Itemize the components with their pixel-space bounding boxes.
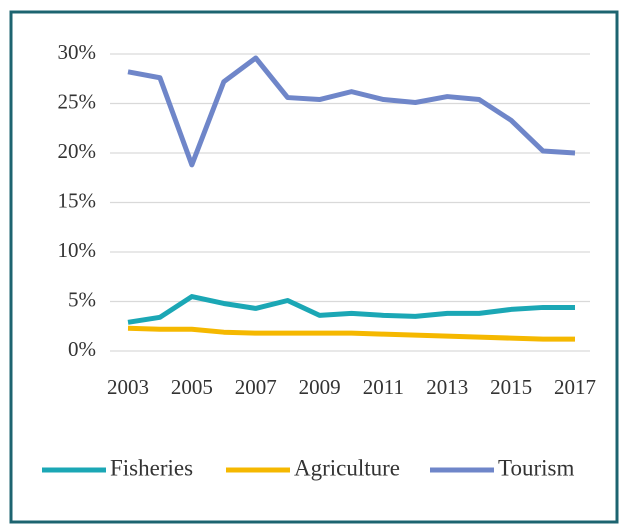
legend-label: Agriculture bbox=[294, 455, 400, 480]
legend: Fisheries Agriculture Tourism bbox=[42, 455, 574, 480]
x-tick-label: 2011 bbox=[363, 375, 404, 399]
x-tick-label: 2013 bbox=[426, 375, 468, 399]
x-tick-label: 2015 bbox=[490, 375, 532, 399]
legend-label: Fisheries bbox=[110, 455, 193, 480]
x-tick-label: 2017 bbox=[554, 375, 596, 399]
series-line bbox=[127, 325, 575, 342]
y-tick-label: 10% bbox=[58, 238, 97, 262]
x-tick-label: 2005 bbox=[171, 375, 213, 399]
y-tick-label: 25% bbox=[58, 89, 97, 113]
y-tick-label: 20% bbox=[58, 139, 97, 163]
x-tick-label: 2003 bbox=[107, 375, 149, 399]
y-tick-label: 5% bbox=[68, 287, 96, 311]
series-line bbox=[127, 294, 575, 325]
frame bbox=[9, 10, 619, 524]
y-tick-label: 0% bbox=[68, 337, 96, 361]
legend-label: Tourism bbox=[498, 455, 574, 480]
x-tick-label: 2007 bbox=[235, 375, 277, 399]
x-tick-label: 2009 bbox=[299, 375, 341, 399]
y-tick-label: 30% bbox=[58, 40, 97, 64]
y-tick-label: 15% bbox=[58, 188, 97, 212]
series-line bbox=[127, 55, 576, 168]
